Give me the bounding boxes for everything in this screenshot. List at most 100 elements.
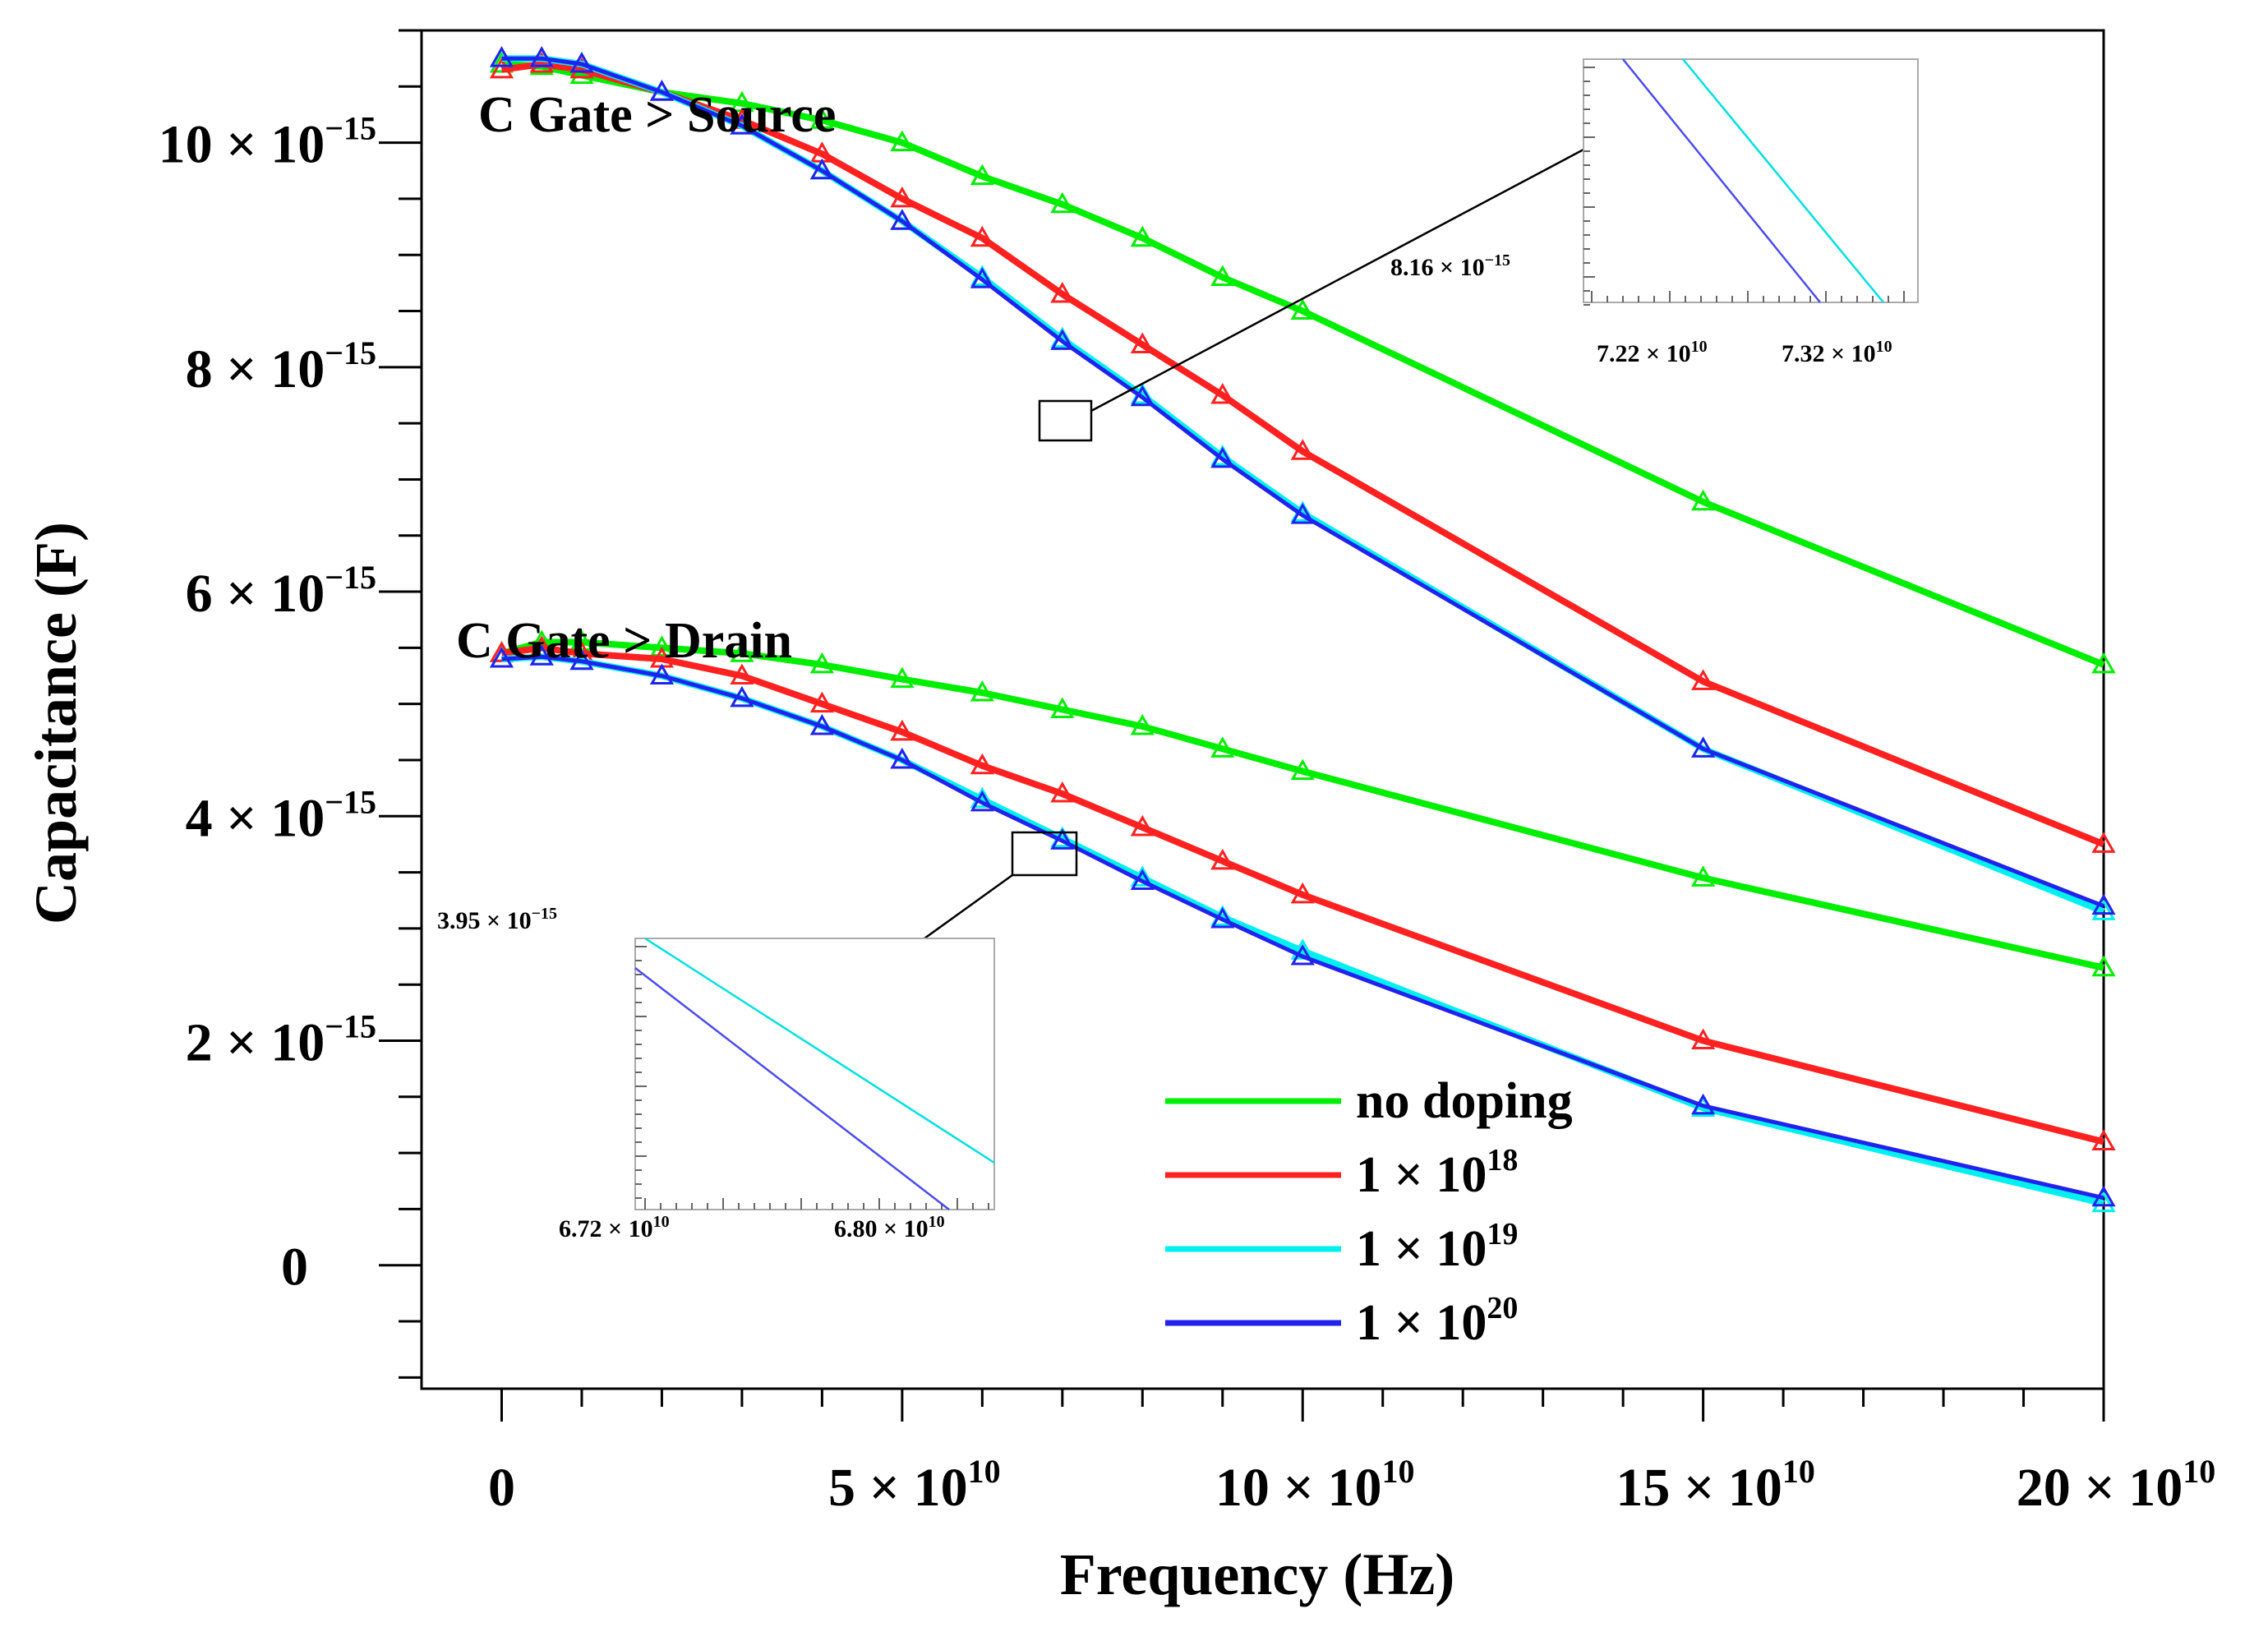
legend-label: 1 × 1020	[1356, 1291, 1518, 1351]
x-tick-label: 10 × 1010	[1215, 1453, 1415, 1518]
drain-inset: 3.95 × 10−15 6.72 × 1010 6.80 × 1010	[437, 905, 995, 1242]
x-axis-title: Frequency (Hz)	[1060, 1542, 1455, 1607]
series-marker-source-3	[970, 267, 994, 288]
series-line-source-3	[501, 56, 2104, 908]
source-annotation: C Gate > Source	[478, 87, 836, 143]
series-marker-source-1	[2091, 832, 2116, 853]
series-marker-drain-7	[569, 648, 594, 671]
series-marker-drain-7	[1691, 1093, 1716, 1115]
series-marker-drain-7	[730, 685, 754, 707]
series-marker-source-1	[529, 51, 554, 73]
inset-drain-y-label: 3.95 × 10−15	[437, 905, 557, 934]
series-marker-source-0	[489, 51, 514, 73]
series-marker-drain-5	[730, 663, 754, 685]
series-marker-source-3	[730, 113, 754, 135]
y-tick-label: 6 × 10−15	[186, 559, 376, 624]
y-tick-label: 0	[281, 1238, 308, 1297]
series-marker-drain-7	[809, 713, 834, 735]
series-marker-drain-7	[1130, 869, 1155, 891]
series-marker-drain-4	[809, 652, 834, 674]
series-marker-drain-5	[1210, 848, 1235, 870]
series-marker-source-3	[1691, 736, 1716, 758]
series-marker-source-0	[1290, 298, 1315, 320]
series-marker-drain-7	[649, 663, 675, 685]
series-marker-source-0	[2091, 652, 2116, 674]
series-marker-source-1	[1210, 382, 1235, 404]
series-marker-drain-5	[970, 753, 994, 775]
series-marker-drain-4	[730, 641, 754, 662]
series-marker-source-1	[1290, 439, 1315, 460]
series-marker-drain-4	[2091, 955, 2116, 977]
legend-label: 1 × 1018	[1356, 1143, 1518, 1203]
series-marker-source-0	[1130, 225, 1155, 247]
series-marker-source-3	[809, 158, 834, 180]
series-marker-source-3	[2091, 893, 2116, 915]
series-line-drain-5	[500, 644, 2104, 1145]
series-line-source-1	[500, 61, 2105, 848]
plot-frame	[420, 29, 2105, 1390]
series-marker-drain-4	[1290, 758, 1315, 781]
series-marker-source-1	[1691, 669, 1716, 690]
series-line-drain-7	[501, 654, 2104, 1201]
series-marker-drain-7	[2091, 1185, 2116, 1207]
inset-source-y-label: 8.16 × 10−15	[1390, 251, 1510, 281]
series-marker-source-3	[1290, 503, 1315, 524]
y-tick-label: 2 × 10−15	[186, 1008, 376, 1073]
series-marker-source-1	[970, 225, 994, 247]
series-marker-drain-4	[970, 680, 994, 702]
series-marker-drain-5	[1691, 1028, 1716, 1050]
drain-leader-line	[924, 873, 1013, 940]
series-marker-source-3	[569, 51, 594, 73]
x-axis: 0 5 × 1010 10 × 1010 15 × 1010 20 × 1010	[488, 1389, 2215, 1518]
series-marker-drain-7	[890, 747, 915, 769]
source-inset: 8.16 × 10−15 7.22 × 1010 7.32 × 1010	[1390, 58, 1919, 367]
x-tick-label: 20 × 1010	[2017, 1453, 2216, 1518]
series-marker-source-3	[489, 46, 514, 67]
y-axis: 0 2 × 10−15 4 × 10−15 6 × 10−15 8 × 10−15 10 …	[159, 29, 422, 1379]
series-marker-drain-7	[1210, 906, 1235, 929]
series-marker-drain-4	[1691, 865, 1716, 887]
series-marker-source-3	[1210, 446, 1235, 468]
series-marker-drain-4	[1130, 713, 1155, 735]
inset-source-x-label-1: 7.22 × 1010	[1597, 338, 1708, 367]
x-tick-label: 15 × 1010	[1616, 1453, 1815, 1518]
series-marker-source-3	[529, 46, 554, 67]
series-layer	[489, 46, 2116, 1213]
y-tick-label: 8 × 10−15	[186, 334, 376, 399]
series-marker-drain-7	[970, 790, 994, 812]
y-tick-label: 4 × 10−15	[186, 783, 376, 848]
inset-drain-line-1e20	[634, 967, 950, 1210]
y-axis-title: Capacitance (F)	[23, 522, 89, 924]
series-marker-drain-4	[890, 666, 915, 689]
legend-label: 1 × 1019	[1356, 1217, 1518, 1277]
series-marker-source-1	[1050, 282, 1075, 303]
series-marker-drain-5	[1130, 814, 1155, 837]
series-marker-drain-5	[1050, 781, 1075, 803]
series-marker-source-0	[890, 130, 915, 152]
series-marker-source-1	[1130, 332, 1155, 354]
series-marker-source-2	[2091, 899, 2116, 920]
series-marker-drain-5	[890, 719, 915, 741]
drain-zoom-box	[1011, 831, 1078, 877]
legend: no doping 1 × 1018 1 × 1019 1 × 1020	[1165, 1073, 1573, 1351]
x-tick-label: 5 × 1010	[828, 1453, 1001, 1518]
series-marker-source-1	[890, 186, 915, 208]
inset-drain-x-label-2: 6.80 × 1010	[834, 1213, 945, 1242]
series-marker-drain-5	[2091, 1129, 2116, 1150]
series-marker-drain-5	[809, 691, 834, 713]
series-marker-source-3	[1130, 385, 1155, 407]
series-marker-drain-4	[649, 635, 675, 657]
series-marker-drain-7	[1290, 944, 1315, 966]
series-marker-drain-4	[1210, 736, 1235, 758]
legend-label: no doping	[1356, 1073, 1573, 1129]
source-leader-line	[1090, 148, 1584, 413]
series-marker-drain-7	[489, 647, 514, 668]
series-marker-source-3	[890, 209, 915, 230]
series-marker-drain-4	[1050, 697, 1075, 718]
drain-annotation: C Gate > Drain	[456, 613, 792, 669]
series-marker-source-0	[1691, 489, 1716, 511]
series-marker-drain-7	[1050, 828, 1075, 850]
series-marker-drain-7	[529, 644, 554, 666]
inset-source-x-label-2: 7.32 × 1010	[1782, 338, 1892, 367]
